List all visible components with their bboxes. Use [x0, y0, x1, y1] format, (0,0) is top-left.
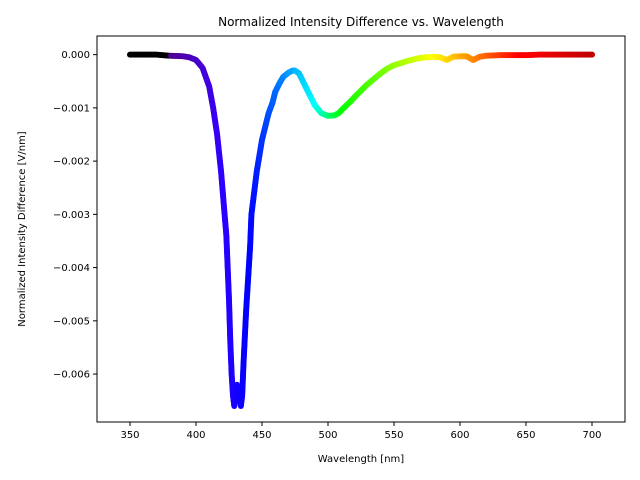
x-tick-label: 550 — [384, 430, 403, 441]
chart-title: Normalized Intensity Difference vs. Wave… — [218, 15, 504, 29]
y-tick-label: −0.002 — [53, 157, 90, 168]
y-axis-ticks: 0.000 −0.001 −0.002 −0.003 −0.004 −0.005 −0.00… — [53, 50, 97, 381]
y-tick-label: −0.003 — [53, 210, 90, 221]
x-tick-label: 600 — [450, 430, 469, 441]
plot-frame — [96, 35, 626, 423]
y-tick-label: −0.004 — [53, 263, 90, 274]
x-tick-label: 350 — [120, 430, 139, 441]
x-axis-label: Wavelength [nm] — [318, 454, 404, 465]
data-point-fill — [587, 51, 594, 58]
x-tick-label: 700 — [582, 430, 601, 441]
x-tick-label: 400 — [186, 430, 205, 441]
y-tick-label: −0.001 — [53, 103, 90, 114]
y-tick-label: −0.005 — [53, 316, 90, 327]
y-tick-label: 0.000 — [61, 50, 90, 61]
x-tick-label: 450 — [252, 430, 271, 441]
data-points-layer — [127, 51, 595, 410]
x-tick-label: 500 — [318, 430, 337, 441]
x-axis-ticks: 350 400 450 500 550 600 650 700 — [120, 422, 602, 441]
y-axis-label: Normalized Intensity Difference [V/nm] — [17, 131, 28, 327]
x-tick-label: 650 — [516, 430, 535, 441]
y-tick-label: −0.006 — [53, 370, 90, 381]
